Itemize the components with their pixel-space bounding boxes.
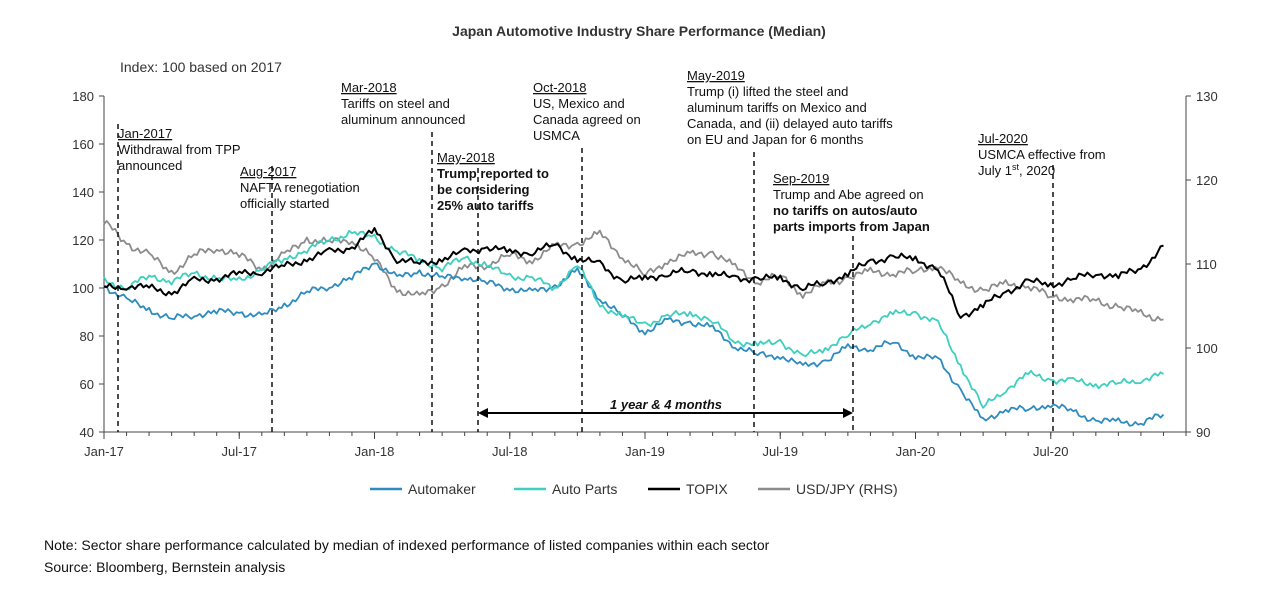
x-tick-label: Jul-20 — [1033, 444, 1068, 459]
series-line-usd-jpy-rhs- — [103, 220, 1164, 322]
y-left-tick-label: 160 — [72, 137, 94, 152]
event-description: 25% auto tariffs — [437, 198, 534, 213]
series-lines — [103, 220, 1165, 427]
event-description: July 1st, 2020 — [978, 162, 1055, 178]
event-description: Trump reported to — [437, 166, 549, 181]
series-line-topix — [103, 227, 1164, 319]
y-right-tick-label: 130 — [1196, 89, 1218, 104]
duration-span: 1 year & 4 months — [478, 397, 853, 418]
x-tick-label: Jan-20 — [896, 444, 936, 459]
y-left-tick-label: 180 — [72, 89, 94, 104]
event-date-label: Mar-2018 — [341, 80, 397, 95]
y-right-tick-label: 90 — [1196, 425, 1210, 440]
x-tick-label: Jan-19 — [625, 444, 665, 459]
y-left-tick-label: 100 — [72, 281, 94, 296]
legend-label: Automaker — [408, 481, 476, 497]
event-date-label: May-2018 — [437, 150, 495, 165]
event-description: on EU and Japan for 6 months — [687, 132, 864, 147]
y-left-tick-label: 80 — [80, 329, 94, 344]
legend-label: TOPIX — [686, 481, 728, 497]
event-description: parts imports from Japan — [773, 219, 930, 234]
event-date-label: May-2019 — [687, 68, 745, 83]
event-description: officially started — [240, 196, 329, 211]
line-chart: Japan Automotive Industry Share Performa… — [72, 23, 1217, 497]
event-description: Canada, and (ii) delayed auto tariffs — [687, 116, 893, 131]
x-tick-label: Jul-18 — [492, 444, 527, 459]
span-arrow-left-head — [478, 408, 488, 418]
y-right-tick-label: 110 — [1196, 257, 1217, 272]
event-date-label: Jan-2017 — [118, 126, 172, 141]
span-arrow-right-head — [843, 408, 853, 418]
x-tick-label: Jul-19 — [763, 444, 798, 459]
event-description: Trump and Abe agreed on — [773, 187, 924, 202]
y-left-tick-label: 120 — [72, 233, 94, 248]
y-right-tick-label: 100 — [1196, 341, 1218, 356]
x-tick-label: Jan-17 — [84, 444, 124, 459]
span-label: 1 year & 4 months — [610, 397, 722, 412]
event-date-label: Sep-2019 — [773, 171, 829, 186]
series-line-automaker — [103, 262, 1165, 427]
event-description: be considering — [437, 182, 530, 197]
y-right-tick-label: 120 — [1196, 173, 1218, 188]
x-tick-label: Jan-18 — [355, 444, 395, 459]
series-line-auto-parts — [103, 229, 1164, 409]
legend-label: Auto Parts — [552, 481, 617, 497]
event-date-label: Jul-2020 — [978, 131, 1028, 146]
y-left-tick-label: 140 — [72, 185, 94, 200]
event-description: Tariffs on steel and — [341, 96, 450, 111]
source-note: Source: Bloomberg, Bernstein analysis — [44, 559, 286, 575]
axes: 40 60 80 100 120 140 160 180 90 100 110 120 130 Jan-1… — [72, 89, 1217, 459]
event-description: Trump (i) lifted the steel and — [687, 84, 848, 99]
legend: Automaker Auto Parts TOPIX USD/JPY (RHS) — [370, 481, 898, 497]
event-date-label: Aug-2017 — [240, 164, 296, 179]
event-description: aluminum announced — [341, 112, 465, 127]
event-description: USMCA — [533, 128, 580, 143]
footnote: Note: Sector share performance calculate… — [44, 537, 770, 553]
event-description: aluminum tariffs on Mexico and — [687, 100, 867, 115]
event-date-label: Oct-2018 — [533, 80, 586, 95]
y-left-tick-label: 40 — [80, 425, 94, 440]
event-description: US, Mexico and — [533, 96, 625, 111]
legend-label: USD/JPY (RHS) — [796, 481, 898, 497]
chart-title: Japan Automotive Industry Share Performa… — [452, 23, 826, 39]
event-description: no tariffs on autos/auto — [773, 203, 918, 218]
chart-subtitle: Index: 100 based on 2017 — [120, 59, 282, 75]
event-description: Canada agreed on — [533, 112, 641, 127]
event-description: Withdrawal from TPP — [118, 142, 241, 157]
event-description: NAFTA renegotiation — [240, 180, 360, 195]
event-description: USMCA effective from — [978, 147, 1106, 162]
y-left-tick-label: 60 — [80, 377, 94, 392]
event-description: announced — [118, 158, 182, 173]
x-tick-label: Jul-17 — [222, 444, 257, 459]
